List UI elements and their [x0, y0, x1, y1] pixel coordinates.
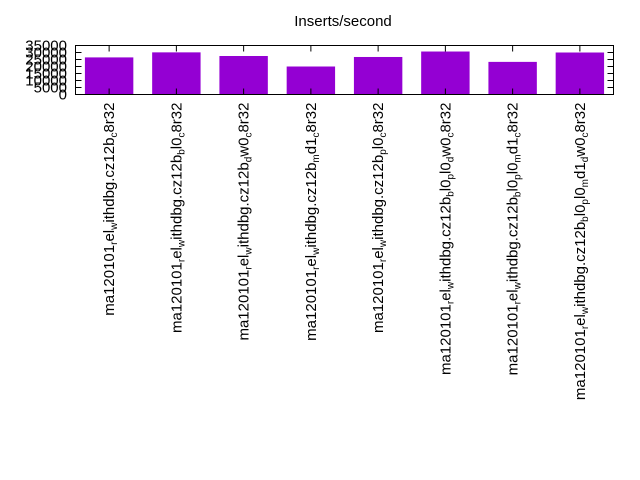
y-tick-label: 0 — [59, 87, 67, 104]
x-category-label: ma120101relwithdbg.cz12bbl0pl0dw0c8r32 — [437, 103, 456, 376]
bar-5 — [353, 56, 403, 95]
y-tick-label: 25000 — [25, 52, 67, 69]
x-category-label: ma120101relwithdbg.cz12bbl0c8r32 — [168, 103, 187, 334]
x-category-label: ma120101relwithdbg.cz12bpl0c8r32 — [370, 103, 389, 334]
y-tick-label: 20000 — [25, 59, 67, 76]
y-tick-label: 30000 — [25, 45, 67, 62]
bar-3 — [219, 56, 268, 95]
x-axis: ma120101relwithdbg.cz12bc8r32 ma120101rel… — [101, 45, 591, 401]
y-tick-label: 15000 — [25, 66, 67, 83]
plot-frame — [75, 45, 614, 95]
y-tick-label: 10000 — [25, 73, 67, 90]
x-category-label: ma120101relwithdbg.cz12bbl0pl0md1dw0c8r3… — [572, 103, 591, 401]
x-category-label: ma120101relwithdbg.cz12bbl0pl0md1c8r32 — [505, 103, 524, 376]
bar-6 — [421, 51, 470, 95]
x-category-label: ma120101relwithdbg.cz12bmd1c8r32 — [303, 103, 322, 341]
x-category-label: ma120101relwithdbg.cz12bc8r32 — [101, 103, 120, 316]
bar-1 — [84, 57, 134, 95]
y-tick-label: 5000 — [34, 80, 67, 97]
x-category-label: ma120101relwithdbg.cz12bdw0c8r32 — [236, 103, 255, 341]
bar-8 — [555, 52, 605, 95]
bar-2 — [152, 52, 201, 95]
y-tick-label: 35000 — [25, 38, 67, 55]
chart-title: Inserts/second — [294, 13, 392, 30]
bars — [84, 51, 605, 95]
